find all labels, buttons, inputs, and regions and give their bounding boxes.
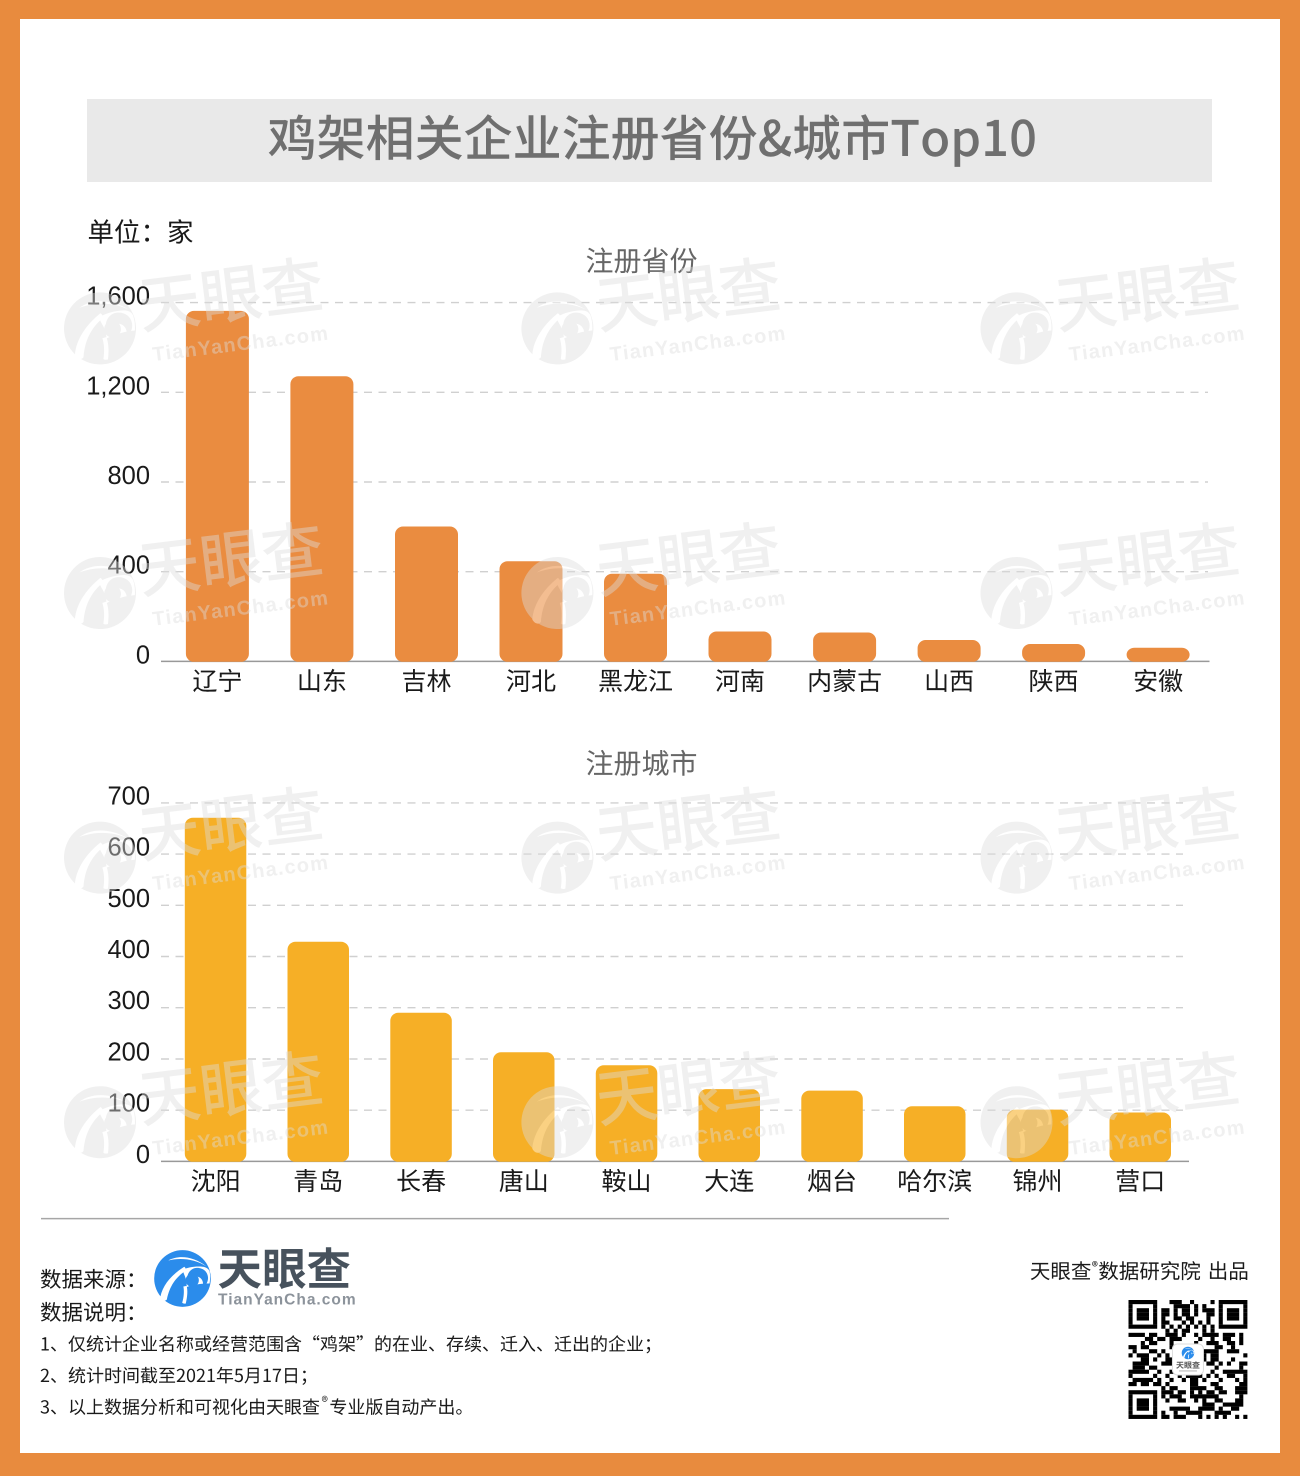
svg-text:1,200: 1,200: [86, 372, 150, 400]
svg-text:0: 0: [136, 641, 150, 669]
svg-text:700: 700: [107, 782, 150, 810]
svg-text:400: 400: [107, 936, 150, 964]
svg-text:800: 800: [107, 462, 150, 490]
svg-text:TianYanCha.com: TianYanCha.com: [218, 1292, 357, 1309]
svg-text:0: 0: [136, 1141, 150, 1169]
svg-text:300: 300: [107, 987, 150, 1015]
svg-text:200: 200: [107, 1039, 150, 1067]
